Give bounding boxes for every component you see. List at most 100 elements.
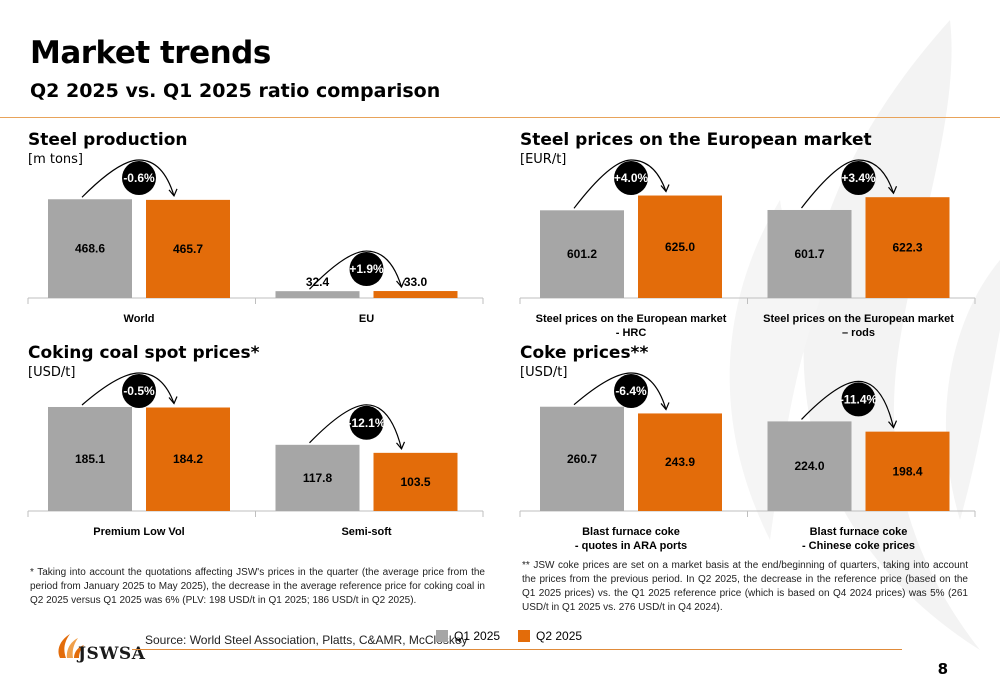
steel-production-chart: Steel production [m tons] 468.6 465.7 Worl… xyxy=(27,130,500,340)
change-badge xyxy=(614,374,648,408)
change-arrow xyxy=(309,404,403,449)
change-arrow xyxy=(801,159,895,209)
bar-q1 xyxy=(540,210,624,298)
bar-plot: 468.6 465.7 World -0.6% 32.4 33.0 EU +1.9% xyxy=(27,159,484,325)
chart-unit: [USD/t] xyxy=(520,365,568,380)
value-label: 243.9 xyxy=(665,455,695,469)
change-badge-label: +3.4% xyxy=(841,171,876,185)
footer-divider xyxy=(132,649,902,650)
legend-q1: Q1 2025 xyxy=(436,629,500,643)
bar-q1 xyxy=(540,406,624,511)
bar-q2 xyxy=(638,413,722,511)
legend-label-q1: Q1 2025 xyxy=(454,629,501,643)
change-arrow xyxy=(81,372,175,406)
bar-plot: 185.1 184.2 Premium Low Vol -0.5% 117.8 103.5… xyxy=(27,372,484,538)
change-badge-label: -12.1% xyxy=(347,416,385,430)
category-label: EU xyxy=(359,313,374,325)
value-label: 198.4 xyxy=(892,464,922,478)
change-arrow xyxy=(309,250,403,290)
bar-plot: 601.2 625.0 Steel prices on the European m… xyxy=(519,159,976,339)
value-label: 622.3 xyxy=(892,241,922,255)
chart-title: Steel prices on the European market xyxy=(520,130,872,150)
change-badge-label: +4.0% xyxy=(614,171,649,185)
chart-unit: [m tons] xyxy=(28,152,84,167)
arrow-head xyxy=(396,441,406,450)
arrow-head xyxy=(888,185,898,195)
legend-swatch-q2 xyxy=(518,630,530,642)
category-label: - Chinese coke prices xyxy=(802,540,915,552)
category-label: Steel prices on the European market xyxy=(536,313,727,325)
bar-q2 xyxy=(373,291,458,298)
bar-q2 xyxy=(865,431,950,511)
bar-q2 xyxy=(638,195,722,298)
value-label: 224.0 xyxy=(794,459,824,473)
source-note: Source: World Steel Association, Platts,… xyxy=(145,633,468,647)
bar-q2 xyxy=(146,199,230,298)
change-badge xyxy=(841,382,876,417)
category-label: Semi-soft xyxy=(341,526,391,538)
bar-q2 xyxy=(146,407,230,511)
arrow-head xyxy=(660,184,670,193)
value-label: 184.2 xyxy=(173,452,203,466)
category-label: Premium Low Vol xyxy=(93,526,184,538)
value-label: 601.2 xyxy=(567,247,597,261)
category-label: World xyxy=(124,313,155,325)
bar-plot: 260.7 243.9 Blast furnace coke - quotes in … xyxy=(519,372,976,552)
page-title: Market trends xyxy=(30,35,271,71)
category-label: - quotes in ARA ports xyxy=(575,540,687,552)
category-label: – rods xyxy=(842,327,875,339)
chart-unit: [EUR/t] xyxy=(520,152,567,167)
change-badge-label: -6.4% xyxy=(615,384,647,398)
bar-q1 xyxy=(48,406,132,511)
change-badge-label: -11.4% xyxy=(840,392,878,406)
change-badge xyxy=(614,161,648,195)
legend-swatch-q1 xyxy=(436,630,448,642)
chart-unit: [USD/t] xyxy=(28,365,76,380)
arrow-head xyxy=(660,402,670,411)
change-badge xyxy=(349,405,384,440)
category-label: Blast furnace coke xyxy=(810,526,908,538)
arrow-head xyxy=(168,188,178,198)
change-arrow xyxy=(573,372,667,410)
coke-footnote: ** JSW coke prices are set on a market b… xyxy=(522,560,968,613)
category-label: Steel prices on the European market xyxy=(763,313,954,325)
change-badge xyxy=(349,252,384,287)
page-subtitle: Q2 2025 vs. Q1 2025 ratio comparison xyxy=(30,80,441,102)
coke-prices-chart: Coke prices** [USD/t] 260.7 243.9 Blast fu… xyxy=(519,343,992,553)
bar-q1 xyxy=(48,199,132,298)
change-badge-label: -0.6% xyxy=(123,171,155,185)
value-label: 468.6 xyxy=(75,242,105,256)
bar-q1 xyxy=(767,209,852,298)
change-badge xyxy=(122,374,156,408)
value-label: 103.5 xyxy=(400,475,430,489)
change-badge xyxy=(122,161,156,195)
logo-text: JSWSA xyxy=(78,644,146,664)
chart-title: Coking coal spot prices* xyxy=(28,343,260,363)
change-badge-label: +1.9% xyxy=(349,262,384,276)
bar-q1 xyxy=(767,421,852,511)
change-badge xyxy=(841,161,876,195)
value-label: 625.0 xyxy=(665,240,695,254)
chart-title: Steel production xyxy=(28,130,188,150)
change-arrow xyxy=(573,159,667,209)
page-number: 8 xyxy=(937,660,948,678)
value-label: 465.7 xyxy=(173,242,203,256)
bar-q1 xyxy=(275,444,360,511)
legend-q2: Q2 2025 xyxy=(518,629,582,643)
coking-coal-prices-chart: Coking coal spot prices* [USD/t] 185.1 18… xyxy=(27,343,500,553)
value-label: 117.8 xyxy=(303,471,333,485)
change-badge-label: -0.5% xyxy=(123,384,155,398)
change-arrow xyxy=(801,380,895,428)
category-label: Blast furnace coke xyxy=(582,526,680,538)
change-arrow xyxy=(81,159,175,198)
bar-q1 xyxy=(275,291,360,298)
bar-q2 xyxy=(865,197,950,298)
legend-label-q2: Q2 2025 xyxy=(536,629,583,643)
bar-q2 xyxy=(373,452,458,511)
header-divider xyxy=(0,117,1000,118)
value-label: 185.1 xyxy=(75,452,105,466)
category-label: - HRC xyxy=(616,327,647,339)
european-steel-prices-chart: Steel prices on the European market [EUR… xyxy=(519,130,992,340)
value-label: 601.7 xyxy=(794,247,824,261)
jsw-logo-icon xyxy=(58,634,84,658)
